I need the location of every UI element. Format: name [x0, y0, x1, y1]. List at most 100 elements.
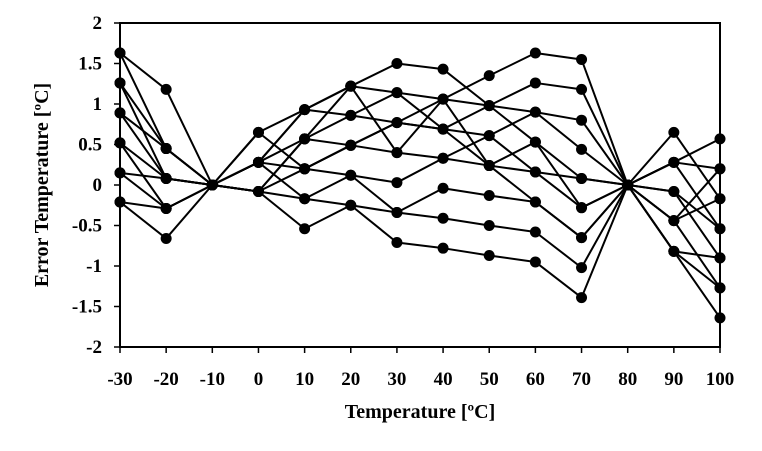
data-point-series-12	[483, 160, 495, 172]
data-point-series-9	[299, 193, 311, 205]
data-point-series-11	[483, 100, 495, 112]
data-point-series-1	[576, 114, 588, 126]
data-point-series-12	[668, 245, 680, 257]
data-point-series-9	[391, 207, 403, 219]
data-point-series-3	[529, 77, 541, 89]
data-point-series-6	[391, 177, 403, 189]
data-point-series-11	[437, 123, 449, 135]
data-point-series-8	[114, 137, 126, 149]
x-tick-label: 40	[434, 369, 453, 390]
y-tick-label: 0	[93, 175, 103, 196]
x-tick-label: 60	[526, 369, 545, 390]
y-tick-label: -0.5	[72, 216, 102, 237]
data-point-series-12	[206, 179, 218, 191]
y-axis-tick-labels: -2 -1.5 -1 -0.5 0 0.5 1 1.5 2	[72, 13, 102, 358]
data-point-series-9	[345, 169, 357, 181]
data-point-series-9	[714, 193, 726, 205]
data-point-series-8	[252, 126, 264, 138]
x-tick-label: -30	[107, 369, 132, 390]
data-point-series-2	[576, 53, 588, 65]
y-axis-title: Error Temperature [ºC]	[31, 83, 53, 287]
data-point-series-12	[529, 196, 541, 208]
data-point-series-8	[576, 173, 588, 185]
data-point-series-9	[529, 226, 541, 238]
data-point-series-6	[114, 107, 126, 119]
data-point-series-11	[114, 167, 126, 179]
data-point-series-4	[529, 106, 541, 118]
x-tick-label: -10	[200, 369, 225, 390]
data-point-series-11	[345, 109, 357, 121]
y-tick-label: 2	[93, 13, 103, 34]
data-point-series-12	[299, 104, 311, 116]
data-point-series-4	[576, 143, 588, 155]
data-point-series-10	[483, 249, 495, 261]
x-tick-label: 70	[572, 369, 591, 390]
data-point-series-1	[437, 63, 449, 75]
y-tick-label: 0.5	[78, 135, 102, 156]
data-point-series-11	[252, 185, 264, 197]
data-point-series-8	[391, 117, 403, 129]
x-tick-label: 20	[341, 369, 360, 390]
y-tick-label: -1.5	[72, 297, 102, 318]
y-tick-label: -2	[86, 337, 102, 358]
data-point-series-12	[622, 179, 634, 191]
data-point-series-5	[714, 312, 726, 324]
x-tick-label: 80	[618, 369, 637, 390]
data-point-series-10	[160, 232, 172, 244]
data-point-series-12	[345, 80, 357, 92]
data-point-series-7	[483, 190, 495, 202]
data-point-series-10	[391, 237, 403, 249]
data-point-series-2	[114, 47, 126, 59]
data-point-series-12	[114, 196, 126, 208]
data-point-series-2	[529, 47, 541, 59]
data-point-series-11	[299, 133, 311, 145]
x-axis-tick-labels: -30 -20 -10 0 10 20 30 40 50 60 70 80 90 100	[107, 369, 734, 390]
series-line-11	[119, 91, 721, 222]
data-point-series-8	[345, 139, 357, 151]
plot-area	[119, 22, 721, 348]
x-axis-ticks	[119, 347, 721, 353]
series-lines	[119, 51, 721, 319]
data-point-series-8	[714, 133, 726, 145]
data-point-series-12	[391, 147, 403, 159]
data-point-series-6	[483, 130, 495, 142]
data-point-series-12	[576, 232, 588, 244]
y-axis-ticks	[114, 22, 120, 348]
data-point-series-10	[529, 256, 541, 268]
data-point-series-7	[437, 182, 449, 194]
x-tick-label: 10	[295, 369, 314, 390]
data-point-series-4	[114, 77, 126, 89]
data-point-series-10	[714, 252, 726, 264]
data-point-series-8	[529, 166, 541, 178]
data-point-series-6	[437, 152, 449, 164]
y-tick-label: -1	[86, 256, 102, 277]
data-point-series-12	[714, 282, 726, 294]
data-point-series-11	[576, 202, 588, 214]
data-point-series-11	[529, 136, 541, 148]
x-tick-label: -20	[153, 369, 178, 390]
data-point-series-6	[160, 143, 172, 155]
x-tick-label: 100	[706, 369, 735, 390]
series-markers	[114, 47, 726, 324]
data-point-series-10	[437, 242, 449, 254]
data-point-series-11	[391, 87, 403, 99]
data-point-series-9	[483, 220, 495, 231]
data-point-series-11	[160, 173, 172, 185]
data-point-series-9	[437, 212, 449, 224]
data-point-series-1	[668, 126, 680, 138]
x-tick-label: 0	[254, 369, 264, 390]
x-tick-label: 90	[664, 369, 683, 390]
data-point-series-11	[714, 163, 726, 175]
data-point-series-9	[576, 262, 588, 274]
data-point-series-10	[345, 199, 357, 211]
data-point-series-1	[160, 83, 172, 95]
data-point-series-7	[714, 223, 726, 235]
x-axis-title: Temperature [ºC]	[345, 401, 495, 423]
y-tick-label: 1	[93, 94, 103, 115]
data-point-series-11	[668, 215, 680, 227]
data-point-series-8	[299, 163, 311, 175]
series-line-12	[119, 85, 721, 289]
data-point-series-12	[437, 93, 449, 105]
data-point-series-12	[252, 156, 264, 168]
